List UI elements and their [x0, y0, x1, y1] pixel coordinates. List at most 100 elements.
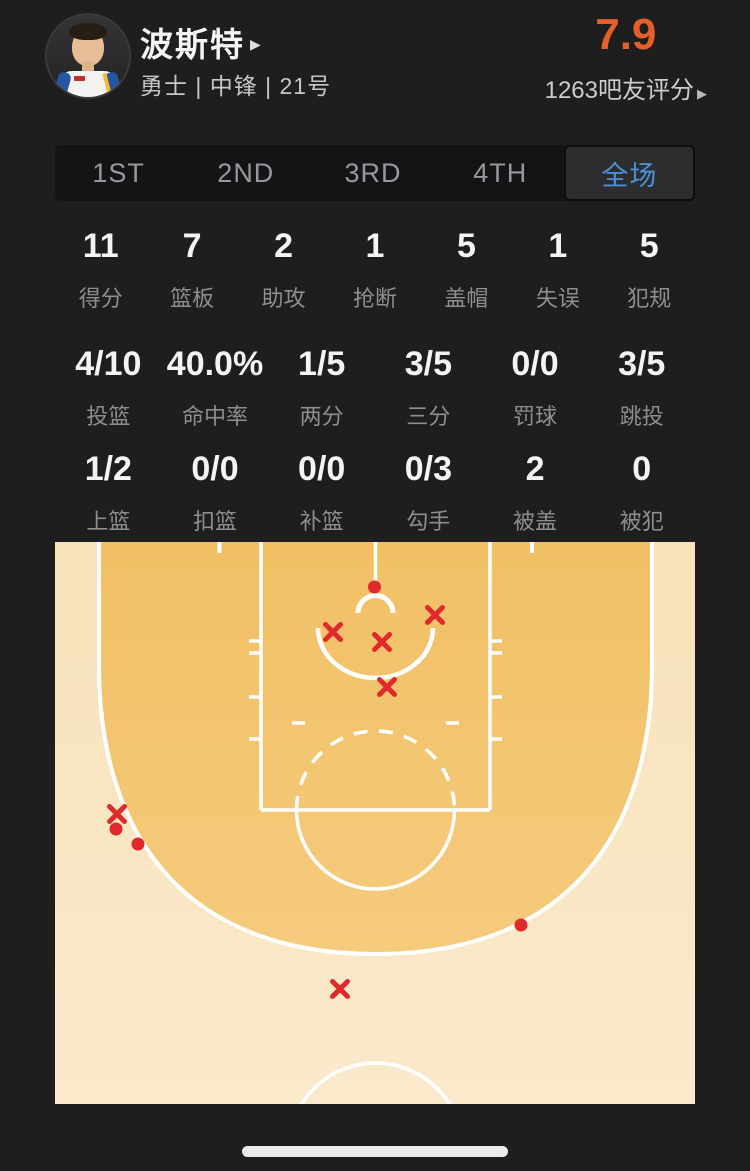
made-shot-dot: [514, 918, 528, 932]
stat-label: 跳投: [619, 404, 664, 429]
made-shot-dot: [131, 837, 145, 851]
player-avatar[interactable]: [45, 13, 131, 99]
lane-hash-marks: [249, 639, 502, 741]
shot-chart-svg: [55, 542, 695, 1171]
rating-caption-text: 1263吧友评分: [544, 77, 694, 104]
lane-lines: [259, 542, 492, 812]
rating-caption[interactable]: 1263吧友评分 ▶: [545, 70, 707, 105]
stat-steals: 1 抢断: [329, 227, 420, 313]
stat-label: 失误: [535, 286, 580, 311]
stat-dunks: 0/0 扣篮: [162, 450, 269, 536]
stat-value: 0/0: [191, 450, 239, 488]
tab-3rd[interactable]: 3RD: [344, 157, 402, 188]
stat-label: 抢断: [352, 286, 397, 311]
stat-value: 1: [365, 227, 385, 265]
stat-value: 0: [632, 450, 652, 488]
stat-label: 两分: [299, 404, 344, 429]
stat-value: 3/5: [618, 345, 666, 383]
stat-value: 1/5: [298, 345, 346, 383]
chevron-right-icon: ▶: [250, 35, 261, 52]
stat-row-shooting: 4/10 投篮 40.0% 命中率 1/5 两分 3/5 三分 0/0 罚球 3…: [55, 345, 695, 431]
rim-arc: [355, 593, 396, 614]
free-throw-circle-dashed: [294, 729, 457, 811]
stat-blocked-against: 2 被盖: [482, 450, 589, 536]
made-shot-dot: [109, 822, 123, 836]
tab-2nd[interactable]: 2ND: [217, 157, 275, 188]
stat-label: 被盖: [513, 509, 558, 534]
stat-value: 5: [639, 227, 659, 265]
stat-blocks: 5 盖帽: [421, 227, 512, 313]
stat-value: 4/10: [75, 345, 142, 383]
stat-value: 40.0%: [166, 345, 264, 383]
baseline-ticks: [217, 542, 534, 553]
chevron-right-icon: ▶: [697, 86, 707, 101]
shot-chart-court: [55, 542, 695, 1171]
tab-full-game[interactable]: 全场: [563, 145, 696, 201]
free-throw-circle-solid: [294, 809, 457, 891]
stat-fouls: 5 犯规: [604, 227, 695, 313]
shot-marks: [107, 580, 528, 999]
avatar-hair: [69, 23, 107, 40]
stat-label: 上篮: [86, 509, 131, 534]
stat-label: 被犯: [619, 509, 664, 534]
home-indicator[interactable]: [242, 1146, 508, 1157]
stat-value: 2: [525, 450, 545, 488]
stat-label: 盖帽: [444, 286, 489, 311]
missed-shot-x: [377, 677, 397, 697]
player-name-text: 波斯特: [140, 26, 245, 63]
period-tabbar: 1ST 2ND 3RD 4TH 全场: [55, 145, 696, 201]
stat-layups: 1/2 上篮: [55, 450, 162, 536]
stat-value: 0/3: [404, 450, 452, 488]
stat-label: 助攻: [261, 286, 306, 311]
court-floor-inside: [99, 542, 652, 954]
missed-shot-x: [425, 605, 445, 625]
stat-jump-shots: 3/5 跳投: [588, 345, 695, 431]
avatar-jersey-sponsor: [74, 76, 85, 81]
stat-tip-ins: 0/0 补篮: [268, 450, 375, 536]
tab-4th[interactable]: 4TH: [473, 157, 528, 188]
stat-free-throws: 0/0 罚球: [482, 345, 589, 431]
made-shot-dot: [368, 580, 381, 594]
stat-rebounds: 7 篮板: [146, 227, 237, 313]
stat-points: 11 得分: [55, 227, 146, 313]
restricted-area-arc: [315, 627, 436, 681]
stat-label: 补篮: [299, 509, 344, 534]
stat-label: 罚球: [513, 404, 558, 429]
stat-label: 犯规: [627, 286, 672, 311]
stat-value: 0/0: [511, 345, 559, 383]
rating-block[interactable]: 7.9 1263吧友评分 ▶: [545, 12, 707, 105]
missed-shot-x: [330, 979, 350, 999]
stat-row-basic: 11 得分 7 篮板 2 助攻 1 抢断 5 盖帽 1 失误 5 犯规: [55, 227, 695, 313]
stat-two-pointers: 1/5 两分: [268, 345, 375, 431]
stat-label: 篮板: [170, 286, 215, 311]
missed-shot-x: [107, 804, 127, 824]
stat-fg-pct: 40.0% 命中率: [162, 345, 269, 431]
player-name[interactable]: 波斯特 ▶: [140, 18, 261, 66]
stat-label: 扣篮: [193, 509, 238, 534]
stat-value: 7: [182, 227, 202, 265]
stat-label: 命中率: [182, 404, 249, 429]
stat-row-detail: 1/2 上篮 0/0 扣篮 0/0 补篮 0/3 勾手 2 被盖 0 被犯: [55, 450, 695, 536]
stat-value: 11: [82, 227, 119, 265]
stat-value: 0/0: [298, 450, 346, 488]
stat-value: 2: [274, 227, 294, 265]
stat-value: 1/2: [84, 450, 132, 488]
stat-value: 3/5: [404, 345, 452, 383]
stat-fg: 4/10 投篮: [55, 345, 162, 431]
three-point-line: [97, 542, 654, 957]
stat-hook-shots: 0/3 勾手: [375, 450, 482, 536]
rating-value: 7.9: [595, 10, 657, 59]
stat-label: 三分: [406, 404, 451, 429]
stat-assists: 2 助攻: [238, 227, 329, 313]
stat-value: 5: [456, 227, 476, 265]
missed-shot-x: [323, 622, 343, 642]
tab-1st[interactable]: 1ST: [92, 157, 145, 188]
stat-label: 勾手: [406, 509, 451, 534]
player-team-position-number: 勇士 | 中锋 | 21号: [140, 73, 332, 99]
stat-fouled-against: 0 被犯: [588, 450, 695, 536]
missed-shot-x: [372, 632, 392, 652]
stat-value: 1: [548, 227, 568, 265]
stat-label: 得分: [78, 286, 123, 311]
avatar-neck: [82, 62, 94, 73]
